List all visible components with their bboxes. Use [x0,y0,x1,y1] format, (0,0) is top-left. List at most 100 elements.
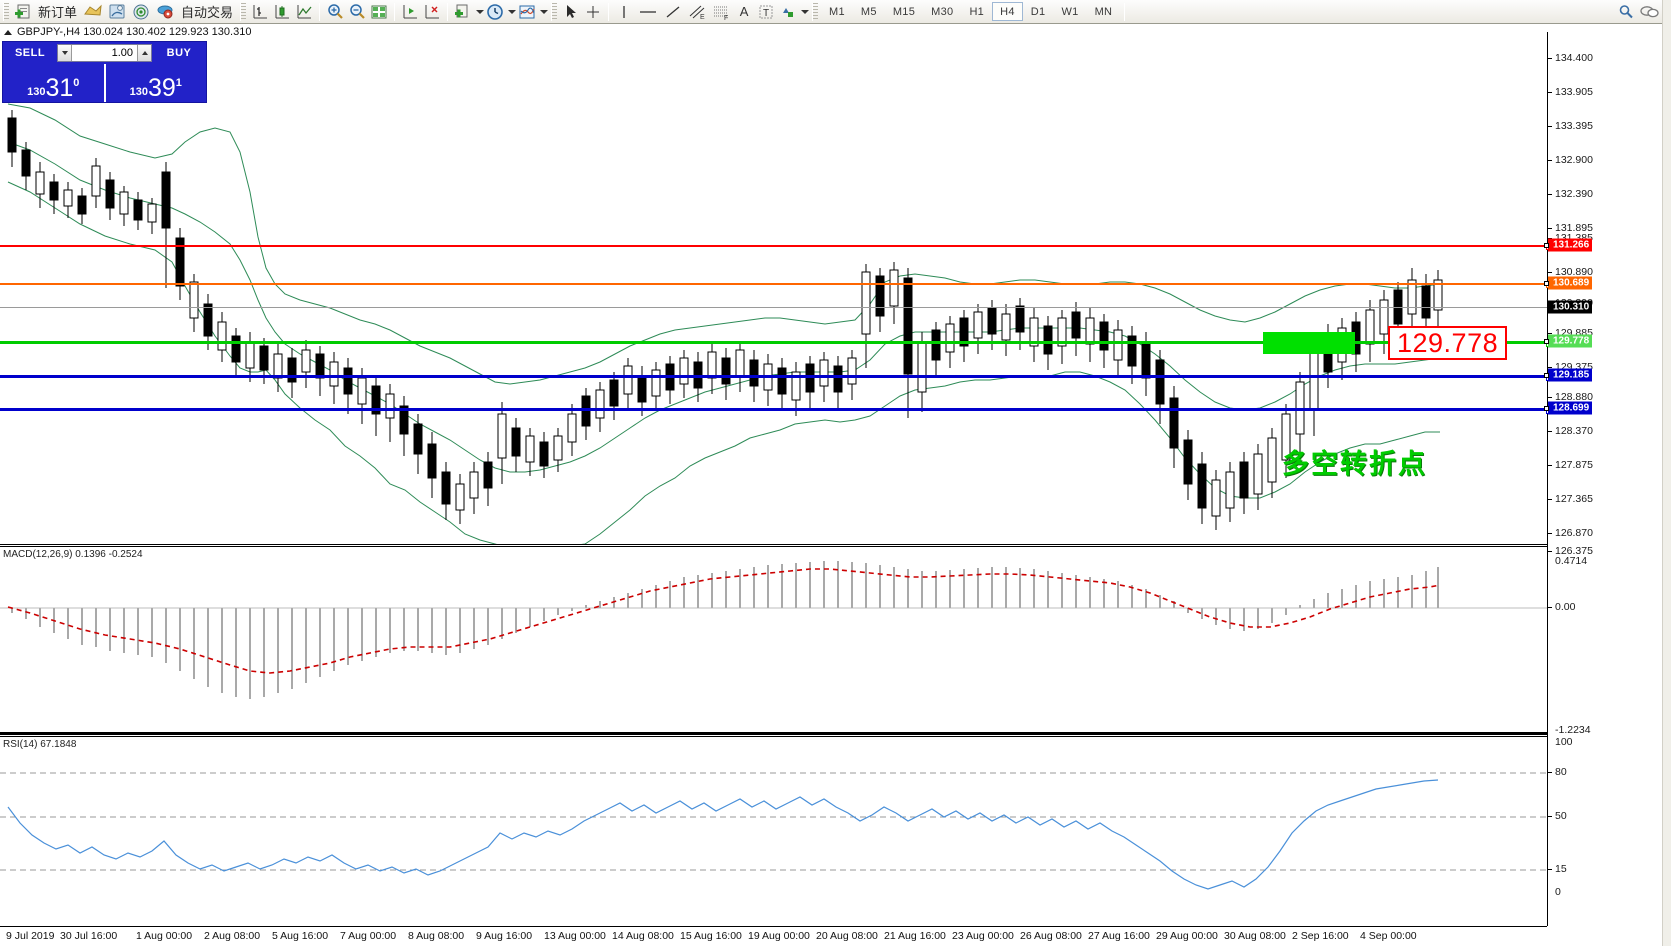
toolbar-grip-2[interactable] [240,2,247,21]
timeframe-mn[interactable]: MN [1094,5,1113,18]
trendline-icon[interactable] [661,1,685,23]
axis-tick: 128.370 [1548,425,1593,437]
chat-icon[interactable] [1637,1,1663,23]
axis-tick: 132.900 [1548,154,1593,166]
price-chip-support-blue-1[interactable]: 129.185 [1544,368,1593,382]
price-axis[interactable]: 134.400 133.905 133.395 132.900 132.390 … [1544,32,1671,926]
templates-icon[interactable] [452,1,474,23]
text-icon[interactable]: A [739,4,749,19]
timeframe-w1[interactable]: W1 [1061,5,1079,18]
axis-tick: 126.375 [1548,545,1593,557]
zoom-in-icon[interactable] [324,1,346,23]
price-chip-pivot-green[interactable]: 129.778 [1544,334,1593,348]
price-pane[interactable]: 129.778 多空转折点 [0,32,1551,544]
chip-marker [1544,280,1549,286]
buy-price-big: 39 [147,74,176,102]
fibonacci-icon[interactable]: F [709,1,733,23]
price-chip-support-blue-2[interactable]: 128.699 [1544,401,1593,415]
volume-increase-button[interactable] [137,45,151,61]
buy-price[interactable]: 130 39 1 [103,64,207,102]
level-line-support-blue-2[interactable] [0,408,1551,414]
auto-scroll-icon[interactable] [421,1,443,23]
timeframe-h1[interactable]: H1 [969,5,985,18]
level-line-support-blue-1[interactable] [0,375,1551,381]
chart-collapse-icon[interactable] [4,29,12,35]
timeframe-m5[interactable]: M5 [860,5,877,18]
level-line-resistance-orange[interactable] [0,283,1551,288]
pane-separator-macd-rsi[interactable] [0,732,1547,735]
volume-input[interactable]: 1.00 [111,47,133,59]
chip-marker [1544,242,1549,248]
line-chart-icon[interactable] [293,1,315,23]
price-chip-resistance-orange[interactable]: 130.689 [1544,276,1593,290]
price-chip-resistance-red[interactable]: 131.266 [1544,238,1593,252]
data-window-icon[interactable] [81,1,105,23]
cursor-icon[interactable] [560,1,582,23]
navigator-icon[interactable] [105,1,129,23]
shapes-icon[interactable] [777,1,799,23]
toolbar-grip-4[interactable] [812,2,819,21]
auto-trading-label[interactable]: 自动交易 [181,5,234,20]
toolbar-separator-5 [1124,2,1126,21]
timeframe-d1[interactable]: D1 [1030,5,1046,18]
zone-highlight-box[interactable] [1263,332,1355,354]
macd-axis-tick: -1.2234 [1555,724,1591,736]
time-tick: 9 Jul 2019 [6,930,55,942]
sell-button[interactable]: SELL [14,47,46,59]
svg-text:E: E [700,14,705,21]
horizontal-line-icon[interactable] [635,1,661,23]
expert-advisor-icon[interactable] [153,1,177,23]
timeframe-m15[interactable]: M15 [892,5,916,18]
price-chip-current-price[interactable]: 130.310 [1548,300,1593,314]
zoom-out-icon[interactable] [346,1,368,23]
signals-icon[interactable] [129,1,153,23]
period-dropdown-arrow[interactable] [508,9,517,14]
chart-annotation-text[interactable]: 多空转折点 [1282,449,1427,480]
candlestick-chart-icon[interactable] [271,1,293,23]
price-callout-label[interactable]: 129.778 [1388,326,1508,360]
level-line-resistance-red[interactable] [0,245,1551,250]
grid-icon[interactable] [368,1,390,23]
time-tick: 27 Aug 16:00 [1088,930,1150,942]
time-tick: 5 Aug 16:00 [272,930,329,942]
indicators-icon[interactable] [516,1,538,23]
symbol-header: GBPJPY-,H4 130.024 130.402 129.923 130.3… [4,26,251,38]
rsi-pane[interactable]: RSI(14) 67.1848 [0,736,1547,926]
shapes-dropdown-arrow[interactable] [801,9,810,14]
axis-tick: 128.880 [1548,391,1593,403]
volume-stepper[interactable]: 1.00 [57,44,152,62]
toolbar-right-group [1615,1,1671,23]
crosshair-icon[interactable] [582,1,604,23]
period-icon[interactable] [484,1,506,23]
timeframe-h4[interactable]: H4 [992,2,1023,21]
chart-shift-icon[interactable] [399,1,421,23]
level-line-current-price [0,307,1547,308]
bar-chart-icon[interactable] [249,1,271,23]
timeframe-m1[interactable]: M1 [829,5,845,18]
new-order-label[interactable]: 新订单 [38,5,78,20]
macd-pane[interactable]: MACD(12,26,9) 0.1396 -0.2524 [0,546,1547,732]
time-axis[interactable]: 9 Jul 2019 30 Jul 16:00 1 Aug 00:00 2 Au… [0,926,1547,946]
indicators-dropdown-arrow[interactable] [540,9,549,14]
time-tick: 7 Aug 00:00 [340,930,397,942]
new-order-icon[interactable] [12,1,34,23]
svg-text:F: F [724,15,728,21]
one-click-trading-panel[interactable]: SELL 1.00 BUY 130 31 0 130 39 1 [2,41,207,103]
macd-signal-line [7,568,1441,674]
timeframe-m30[interactable]: M30 [931,5,954,18]
window-scroll-gutter[interactable] [1662,0,1671,946]
templates-dropdown-arrow[interactable] [476,9,485,14]
sell-price[interactable]: 130 31 0 [3,64,104,102]
toolbar-separator-4 [608,2,610,21]
text-label-icon[interactable]: T [755,1,777,23]
toolbar-grip[interactable] [3,2,9,21]
toolbar-grip-3[interactable] [551,2,558,21]
buy-button[interactable]: BUY [166,47,192,59]
search-icon[interactable] [1615,1,1637,23]
vertical-line-icon[interactable] [613,1,635,23]
equidistant-channel-icon[interactable]: E [685,1,709,23]
macd-chart-svg [0,561,1547,699]
chart-canvas[interactable]: 129.778 多空转折点 MACD(12,26,9) 0.1396 -0.25… [0,24,1671,946]
volume-decrease-button[interactable] [58,45,72,61]
symbol-ohlc-text: GBPJPY-,H4 130.024 130.402 129.923 130.3… [17,26,252,38]
